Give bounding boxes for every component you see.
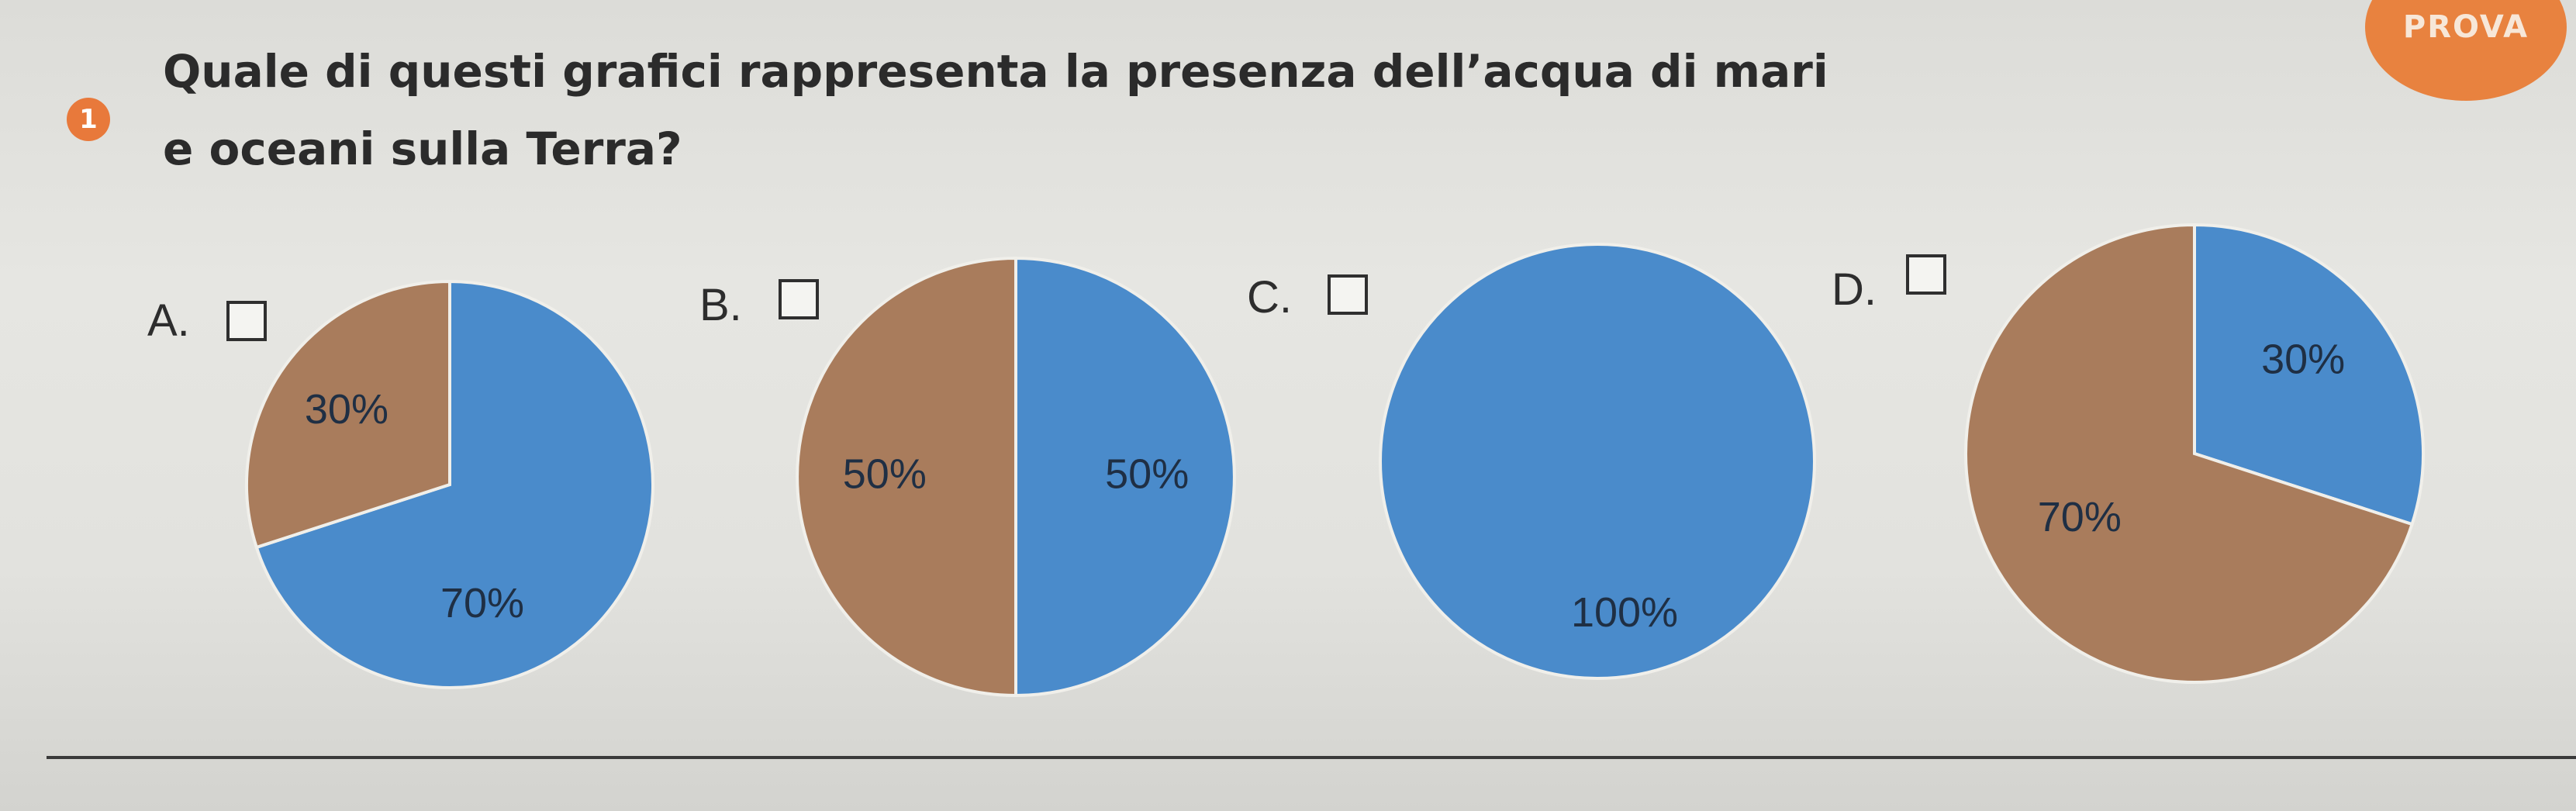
question-text: Quale di questi grafici rappresenta la p… [163, 33, 1946, 188]
option-c-checkbox[interactable] [1328, 274, 1368, 315]
option-d-checkbox[interactable] [1906, 254, 1946, 295]
pie-a-slice-water [254, 279, 654, 689]
prova-badge: PROVA [2365, 0, 2567, 101]
pie-chart-d: 30% 70% [1964, 223, 2425, 684]
pie-d-label-land: 70% [2038, 494, 2122, 540]
pie-a-label-land: 30% [305, 386, 388, 433]
option-b-checkbox[interactable] [779, 279, 819, 319]
pie-d-slice-land [1964, 223, 2415, 684]
option-c-label: C. [1247, 272, 1292, 323]
pie-a-label-water: 70% [440, 580, 524, 626]
bottom-rule [47, 756, 2576, 759]
pie-a-slice-land [245, 279, 451, 550]
question-number: 1 [67, 98, 110, 141]
pie-b-label-water: 50% [1105, 450, 1189, 497]
pie-chart-a: 70% 30% [245, 279, 654, 689]
question-line-1: Quale di questi grafici rappresenta la p… [163, 45, 1828, 98]
pie-chart-c: 100% [1379, 243, 1816, 680]
option-b-label: B. [699, 280, 742, 330]
option-a-checkbox[interactable] [226, 301, 267, 341]
option-d-label: D. [1832, 264, 1877, 315]
pie-d-label-water: 30% [2261, 336, 2345, 383]
pie-c-slice-water [1379, 243, 1816, 680]
pie-d-slice-water [2193, 223, 2425, 526]
option-a-label: A. [147, 295, 190, 346]
pie-c-label-water: 100% [1571, 589, 1678, 636]
question-line-2: e oceani sulla Terra? [163, 123, 682, 175]
pie-chart-b: 50% 50% [796, 256, 1236, 698]
pie-b-slice-water [1014, 256, 1236, 698]
pie-b-slice-land [796, 256, 1017, 698]
prova-badge-text: PROVA [2402, 9, 2529, 45]
pie-b-label-land: 50% [843, 450, 927, 497]
